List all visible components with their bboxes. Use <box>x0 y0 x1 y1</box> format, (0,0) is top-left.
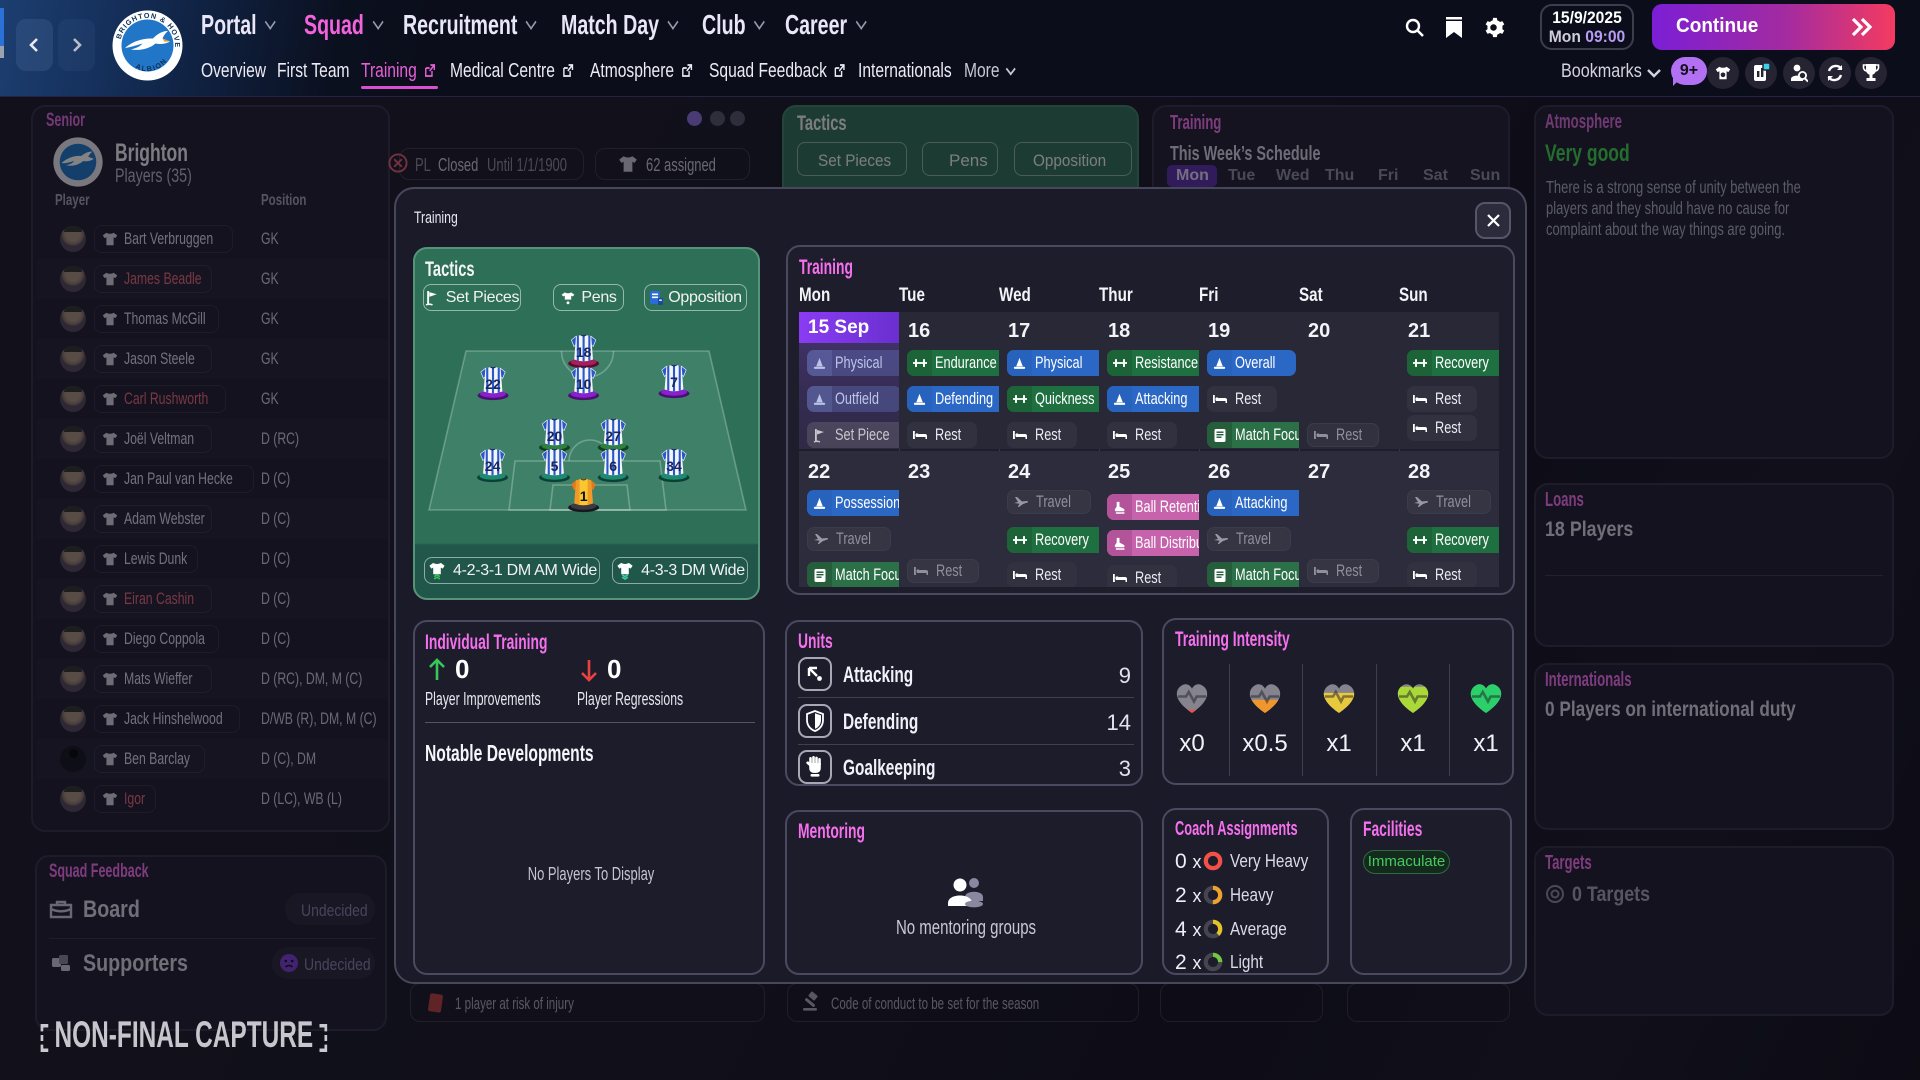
svg-text:18: 18 <box>576 344 592 360</box>
svg-text:20: 20 <box>547 428 563 444</box>
svg-text:27: 27 <box>605 428 621 444</box>
svg-text:10: 10 <box>576 376 592 392</box>
svg-text:5: 5 <box>551 458 559 474</box>
svg-text:22: 22 <box>485 376 501 392</box>
svg-text:6: 6 <box>609 458 617 474</box>
svg-text:24: 24 <box>485 458 501 474</box>
svg-text:34: 34 <box>666 458 682 474</box>
svg-text:7: 7 <box>670 374 678 390</box>
svg-text:1: 1 <box>580 488 588 504</box>
